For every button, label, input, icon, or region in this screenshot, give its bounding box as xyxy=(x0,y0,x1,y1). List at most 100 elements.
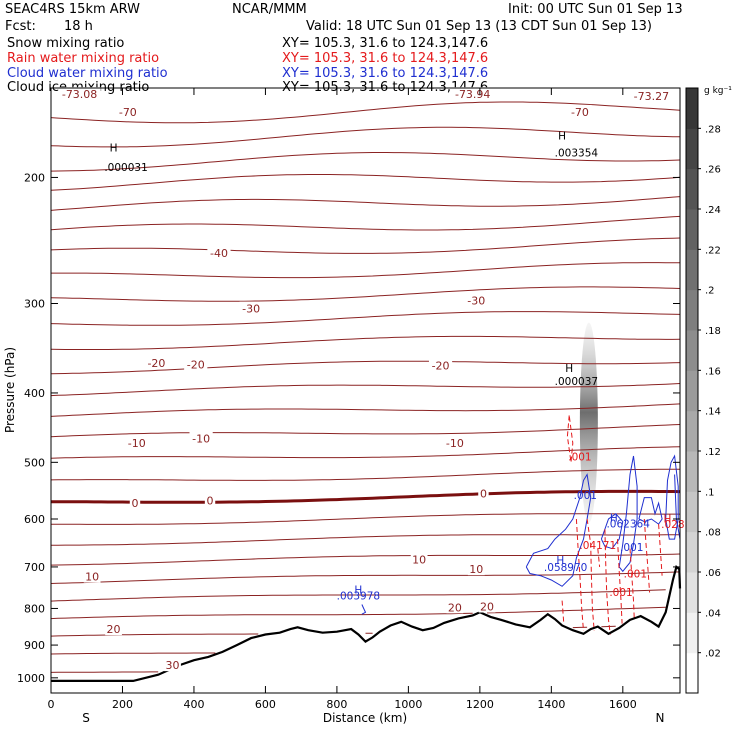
field-name-cloud-water: Cloud water mixing ratio xyxy=(7,66,168,81)
isotherm-label: -30 xyxy=(242,303,260,316)
isotherm-label: -30 xyxy=(467,294,485,307)
colorbar-step xyxy=(686,451,698,492)
colorbar-step xyxy=(686,410,698,452)
extremum-label: H xyxy=(565,363,573,375)
colorbar-step xyxy=(686,330,698,371)
colorbar-step xyxy=(686,572,698,613)
rain-water-contour xyxy=(597,548,601,567)
isotherm-label: 20 xyxy=(107,623,121,636)
isotherm-label: -70 xyxy=(119,106,137,119)
isotherm-line xyxy=(50,652,216,655)
y-axis-label: Pressure (hPa) xyxy=(3,347,17,433)
snow-shading-plume xyxy=(579,322,598,523)
extremum-label: .028 xyxy=(661,519,684,531)
isotherm-line xyxy=(51,489,681,504)
isotherm-line xyxy=(50,335,681,350)
rain-water-contour xyxy=(566,415,574,463)
extremum-label: .000031 xyxy=(104,162,147,174)
isotherm-label: -20 xyxy=(147,357,165,370)
isotherm-label-bg xyxy=(129,496,141,510)
rain-water-contour xyxy=(658,524,663,576)
extremum-label: .04171 xyxy=(579,540,616,552)
isotherm-line xyxy=(50,571,681,584)
extremum-label: .000037 xyxy=(555,376,598,388)
isotherm-label: -73.94 xyxy=(455,88,490,101)
isotherm-line xyxy=(50,589,666,602)
field-xy-cloud-water: XY= 105.3, 31.6 to 124.3,147.6 xyxy=(282,66,489,81)
y-tick-label: 1000 xyxy=(17,672,45,685)
isotherm-line xyxy=(50,152,681,172)
isotherm-line xyxy=(50,126,681,148)
extremum-label: H xyxy=(354,585,362,597)
colorbar-step xyxy=(686,612,698,654)
field-name-rain: Rain water mixing ratio xyxy=(7,51,160,66)
colorbar-frame xyxy=(685,87,699,694)
isotherm-label: 0 xyxy=(131,497,138,510)
isotherm-label-bg xyxy=(630,89,673,103)
isotherm-label-bg xyxy=(184,357,208,371)
isotherm-label-bg xyxy=(464,293,488,307)
isotherm-label-bg xyxy=(428,358,453,372)
colorbar-step xyxy=(686,168,698,210)
extremum-label: .058970 xyxy=(544,562,587,574)
isotherm-label-bg xyxy=(105,622,122,636)
isotherm-label-bg xyxy=(478,486,489,500)
isotherm-line xyxy=(50,215,681,231)
cloud-water-contour xyxy=(361,604,367,615)
x-end-label-left: S xyxy=(82,711,90,725)
isotherm-label-bg xyxy=(467,562,485,576)
extremum-label: .001 xyxy=(609,587,632,599)
init-time: Init: 00 UTC Sun 01 Sep 13 xyxy=(508,2,683,17)
isotherm-label: 20 xyxy=(480,601,494,614)
colorbar-step xyxy=(686,128,698,170)
rain-water-contour xyxy=(575,518,584,631)
isotherm-line xyxy=(50,403,681,417)
rain-water-contour xyxy=(643,518,651,593)
isotherm-line xyxy=(50,196,681,211)
isotherm-label: -10 xyxy=(446,437,464,450)
isotherm-line xyxy=(50,553,681,566)
isotherm-label: -70 xyxy=(571,106,589,119)
colorbar-step xyxy=(686,531,698,573)
isotherm-label-bg xyxy=(189,431,213,445)
isotherm-label-bg xyxy=(443,436,467,450)
extremum-label: .001 xyxy=(620,542,643,554)
isotherm-label: -20 xyxy=(187,358,205,371)
isotherm-label-bg xyxy=(116,104,140,118)
colorbar-unit: g kg⁻¹ xyxy=(704,86,732,96)
y-tick-label: 900 xyxy=(24,639,45,652)
extremum-label: .062364 xyxy=(606,519,650,531)
extremum-label: H xyxy=(110,143,118,155)
extremum-label: H xyxy=(664,514,672,526)
y-tick-label: 400 xyxy=(24,387,45,400)
isotherm-label: 10 xyxy=(469,563,483,576)
isotherm-label: -20 xyxy=(432,359,450,372)
isotherm-line xyxy=(50,311,681,326)
isotherm-line xyxy=(50,237,681,254)
isotherm-line xyxy=(50,360,681,375)
isotherm-line xyxy=(50,625,616,637)
isotherm-label: 10 xyxy=(85,571,99,584)
isotherm-label: -40 xyxy=(210,247,228,260)
isotherm-line xyxy=(50,286,681,302)
isotherm-line xyxy=(50,606,666,620)
plot-frame xyxy=(50,87,681,694)
x-end-label-right: N xyxy=(656,711,665,725)
colorbar-tick-label: .26 xyxy=(705,165,721,176)
colorbar-tick-label: .22 xyxy=(705,245,721,256)
isotherm-label-bg xyxy=(144,355,169,369)
field-xy-rain: XY= 105.3, 31.6 to 124.3,147.6 xyxy=(282,51,489,66)
field-name-snow: Snow mixing ratio xyxy=(7,36,125,51)
cloud-water-contour xyxy=(618,455,638,573)
cloud-water-contour xyxy=(600,513,624,550)
extremum-label: .001 xyxy=(574,490,597,502)
isotherm-line xyxy=(50,424,681,438)
isotherm-line xyxy=(51,262,681,279)
isotherm-label: 10 xyxy=(412,554,426,567)
x-tick-label: 400 xyxy=(183,698,204,711)
isotherm-label-bg xyxy=(204,493,216,507)
isotherm-label: -10 xyxy=(128,437,146,450)
isotherm-label-bg xyxy=(568,104,592,118)
isotherm-label-bg xyxy=(451,87,494,101)
